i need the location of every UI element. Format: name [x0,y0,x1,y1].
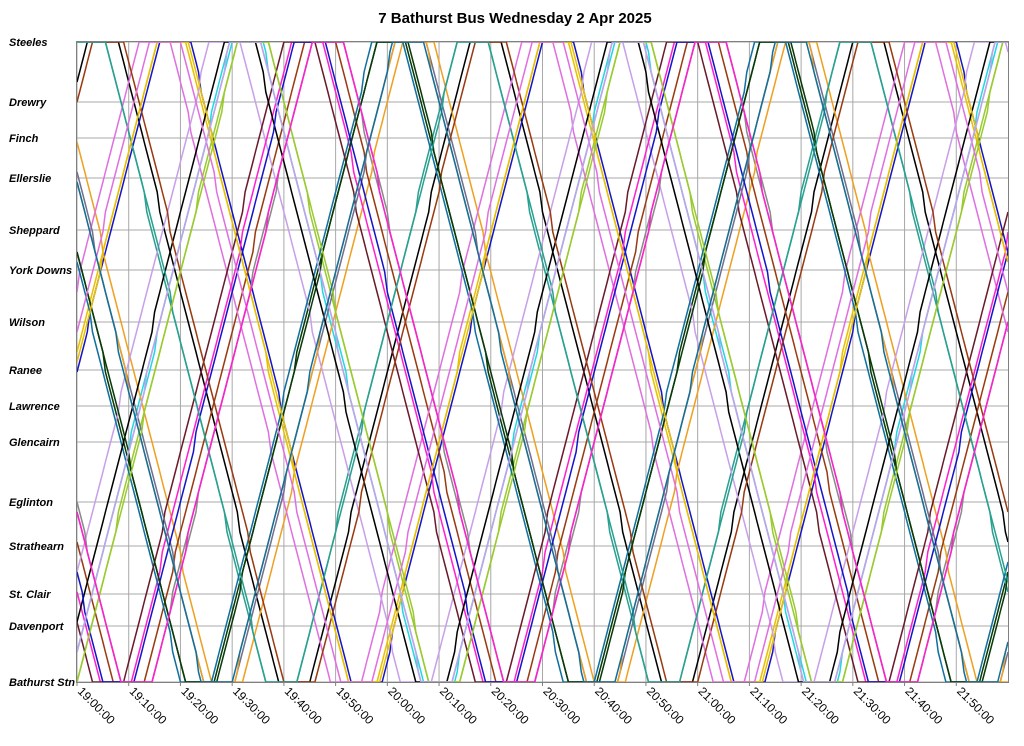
time-tick-label: 19:40:00 [282,684,325,727]
time-tick-label: 21:00:00 [696,684,739,727]
stop-label: Bathurst Stn [9,677,75,689]
stop-label: Glencairn [9,437,60,449]
stop-label: Davenport [9,621,65,633]
stop-label: Eglinton [9,497,53,509]
stop-label: Strathearn [9,541,64,553]
plot-frame [76,41,1009,683]
time-tick-label: 20:50:00 [644,684,687,727]
bus-trip-line [76,41,1008,683]
series-layer [76,41,1009,683]
bus-trip-line [76,41,1009,683]
stop-label: York Downs [9,265,72,277]
time-tick-label: 21:30:00 [851,684,894,727]
stop-labels: Steeles Drewry Finch Ellerslie Sheppard York … [9,37,75,689]
time-tick-label: 19:30:00 [230,684,273,727]
time-tick-label: 20:30:00 [540,684,583,727]
time-labels: 19:00:00 19:10:00 19:20:00 19:30:00 19:40:00… [75,684,997,727]
time-tick-label: 21:50:00 [954,684,997,727]
time-tick-label: 19:20:00 [178,684,221,727]
time-tick-label: 21:10:00 [747,684,790,727]
stop-label: Ellerslie [9,173,51,185]
stop-label: Wilson [9,317,45,329]
time-tick-label: 21:40:00 [902,684,945,727]
stop-label: St. Clair [9,589,51,601]
time-tick-label: 19:50:00 [333,684,376,727]
time-tick-label: 20:40:00 [592,684,635,727]
time-tick-label: 20:10:00 [437,684,480,727]
time-tick-label: 19:10:00 [127,684,170,727]
stop-label: Finch [9,133,39,145]
time-tick-label: 21:20:00 [799,684,842,727]
time-tick-label: 19:00:00 [75,684,118,727]
bus-trip-line [76,41,1009,683]
chart-title: 7 Bathurst Bus Wednesday 2 Apr 2025 [378,10,651,27]
stop-label: Lawrence [9,401,60,413]
stop-label: Steeles [9,37,48,49]
stop-label: Ranee [9,365,42,377]
stop-label: Sheppard [9,225,60,237]
time-tick-label: 20:00:00 [385,684,428,727]
time-tick-label: 20:20:00 [489,684,532,727]
bus-trip-line [76,41,1009,683]
stop-label: Drewry [9,97,47,109]
bus-trip-line [76,41,1009,683]
